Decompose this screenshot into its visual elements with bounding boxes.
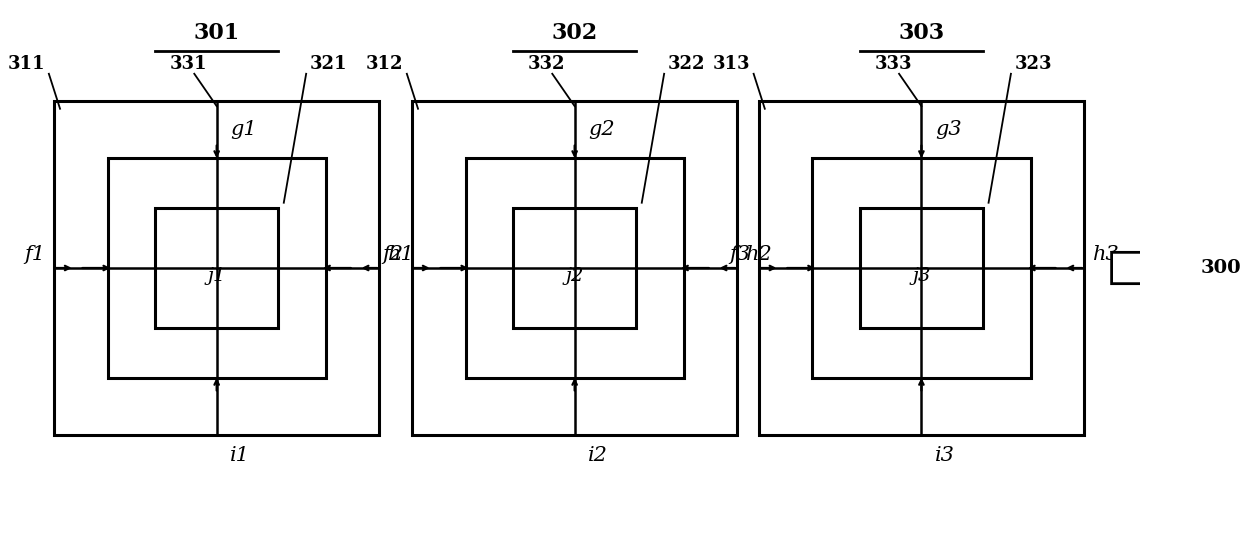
Text: f3: f3	[729, 245, 750, 264]
Bar	[812, 158, 1030, 378]
Text: g3: g3	[935, 120, 961, 139]
Text: 302: 302	[552, 22, 598, 44]
Text: 313: 313	[713, 55, 750, 73]
Bar	[108, 158, 326, 378]
Bar	[859, 208, 983, 328]
Text: 331: 331	[170, 55, 207, 73]
Text: f2: f2	[382, 245, 403, 264]
Bar	[413, 101, 737, 435]
Text: 311: 311	[7, 55, 45, 73]
Text: 321: 321	[310, 55, 347, 73]
Text: i2: i2	[588, 446, 608, 465]
Text: j3: j3	[913, 267, 930, 285]
Text: f1: f1	[25, 245, 46, 264]
Text: h1: h1	[388, 245, 414, 264]
Text: 323: 323	[1014, 55, 1052, 73]
Bar	[759, 101, 1084, 435]
Text: 312: 312	[366, 55, 403, 73]
Polygon shape	[1111, 239, 1188, 297]
Text: j1: j1	[207, 267, 226, 285]
Text: j2: j2	[565, 267, 584, 285]
Text: h2: h2	[745, 245, 773, 264]
Text: 332: 332	[528, 55, 565, 73]
Text: h3: h3	[1092, 245, 1120, 264]
Bar	[465, 158, 683, 378]
Text: 300: 300	[1202, 259, 1240, 277]
Text: 303: 303	[898, 22, 945, 44]
Text: g2: g2	[588, 120, 615, 139]
Text: i3: i3	[935, 446, 955, 465]
Text: 301: 301	[193, 22, 239, 44]
Bar	[55, 101, 379, 435]
Text: g1: g1	[231, 120, 257, 139]
Text: i1: i1	[231, 446, 250, 465]
Bar	[513, 208, 636, 328]
Text: 333: 333	[874, 55, 913, 73]
Text: 322: 322	[668, 55, 706, 73]
Bar	[155, 208, 278, 328]
